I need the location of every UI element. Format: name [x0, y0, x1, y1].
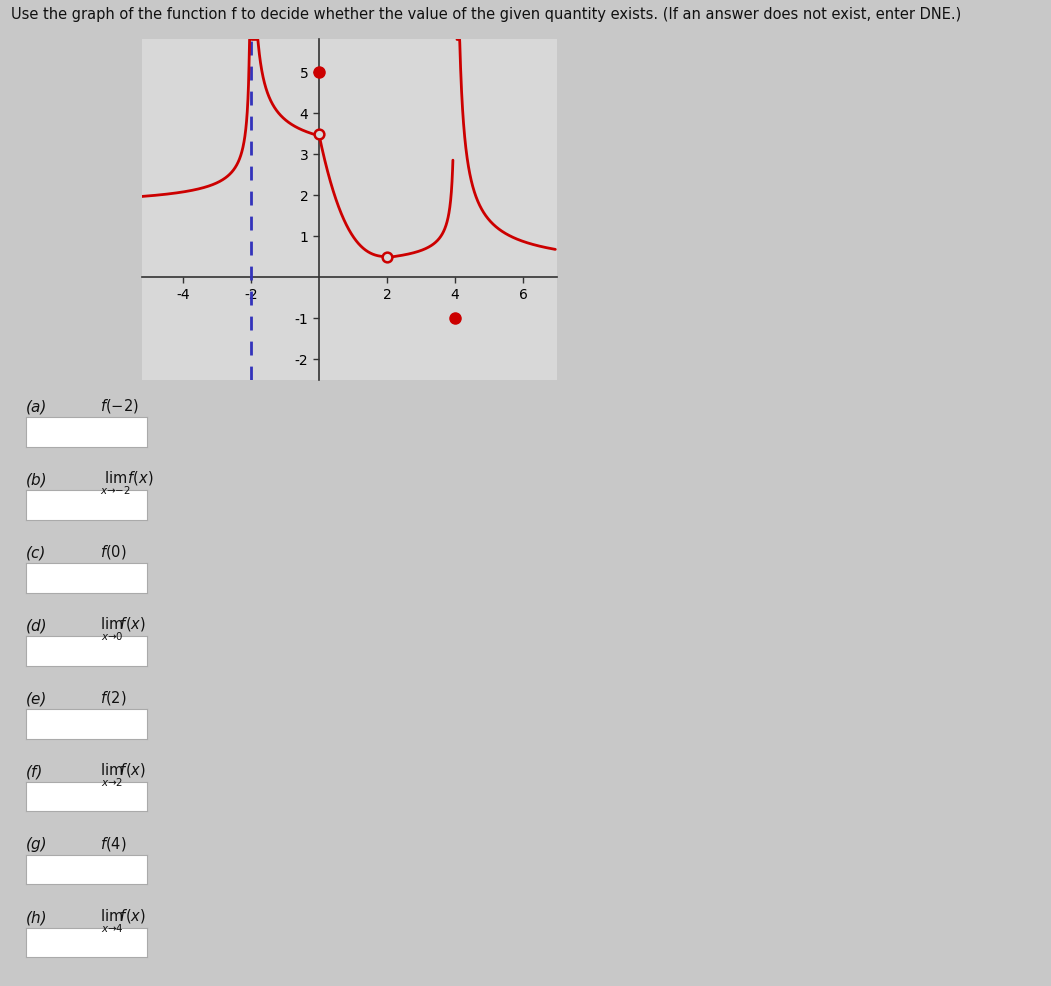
Text: (a): (a)	[26, 399, 47, 414]
Text: $f(2)$: $f(2)$	[100, 689, 126, 707]
Text: $\lim_{x\to 2}\!f(x)$: $\lim_{x\to 2}\!f(x)$	[100, 762, 146, 790]
Text: $f(4)$: $f(4)$	[100, 835, 126, 853]
Text: $\lim_{x\to-2}\!f(x)$: $\lim_{x\to-2}\!f(x)$	[100, 470, 153, 498]
Text: (f): (f)	[26, 764, 44, 779]
Text: (e): (e)	[26, 691, 47, 706]
Text: Use the graph of the function f to decide whether the value of the given quantit: Use the graph of the function f to decid…	[11, 7, 961, 22]
Text: (c): (c)	[26, 545, 46, 560]
Text: $\lim_{x\to 4}\!f(x)$: $\lim_{x\to 4}\!f(x)$	[100, 908, 146, 936]
Text: (h): (h)	[26, 910, 48, 925]
Text: (g): (g)	[26, 837, 48, 852]
Text: (b): (b)	[26, 472, 48, 487]
Text: (d): (d)	[26, 618, 48, 633]
Text: $\lim_{x\to 0}\!f(x)$: $\lim_{x\to 0}\!f(x)$	[100, 616, 146, 644]
Text: $f(-2)$: $f(-2)$	[100, 397, 139, 415]
Text: $f(0)$: $f(0)$	[100, 543, 126, 561]
